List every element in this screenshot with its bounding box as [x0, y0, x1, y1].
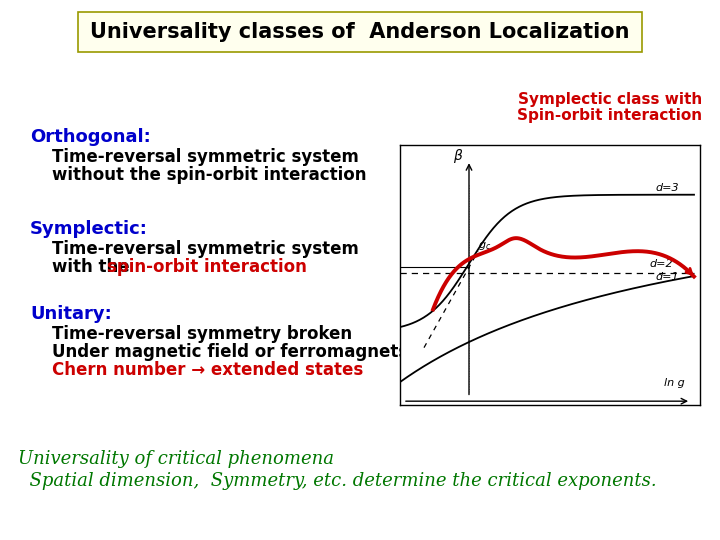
Text: Unitary:: Unitary: [30, 305, 112, 323]
Text: Universality classes of  Anderson Localization: Universality classes of Anderson Localiz… [90, 22, 630, 42]
Text: Time-reversal symmetry broken: Time-reversal symmetry broken [52, 325, 352, 343]
Text: Under magnetic field or ferromagnets: Under magnetic field or ferromagnets [52, 343, 408, 361]
Text: with the: with the [52, 258, 135, 276]
Text: $g_c$: $g_c$ [478, 240, 491, 252]
Text: Time-reversal symmetric system: Time-reversal symmetric system [52, 148, 359, 166]
Text: Orthogonal:: Orthogonal: [30, 128, 150, 146]
Text: without the spin-orbit interaction: without the spin-orbit interaction [52, 166, 366, 184]
Text: d=2: d=2 [649, 259, 673, 269]
Text: ln g: ln g [665, 378, 685, 388]
Text: Symplectic:: Symplectic: [30, 220, 148, 238]
Text: d=1: d=1 [655, 272, 679, 282]
Text: Universality of critical phenomena: Universality of critical phenomena [18, 450, 334, 468]
Text: Symplectic class with: Symplectic class with [518, 92, 702, 107]
Text: Time-reversal symmetric system: Time-reversal symmetric system [52, 240, 359, 258]
Text: Chern number → extended states: Chern number → extended states [52, 361, 364, 379]
Text: Spin-orbit interaction: Spin-orbit interaction [518, 108, 703, 123]
Text: $\beta$: $\beta$ [453, 147, 463, 165]
FancyBboxPatch shape [78, 12, 642, 52]
Text: spin-orbit interaction: spin-orbit interaction [107, 258, 307, 276]
Text: Spatial dimension,  Symmetry, etc. determine the critical exponents.: Spatial dimension, Symmetry, etc. determ… [18, 472, 657, 490]
Text: d=3: d=3 [655, 183, 679, 193]
